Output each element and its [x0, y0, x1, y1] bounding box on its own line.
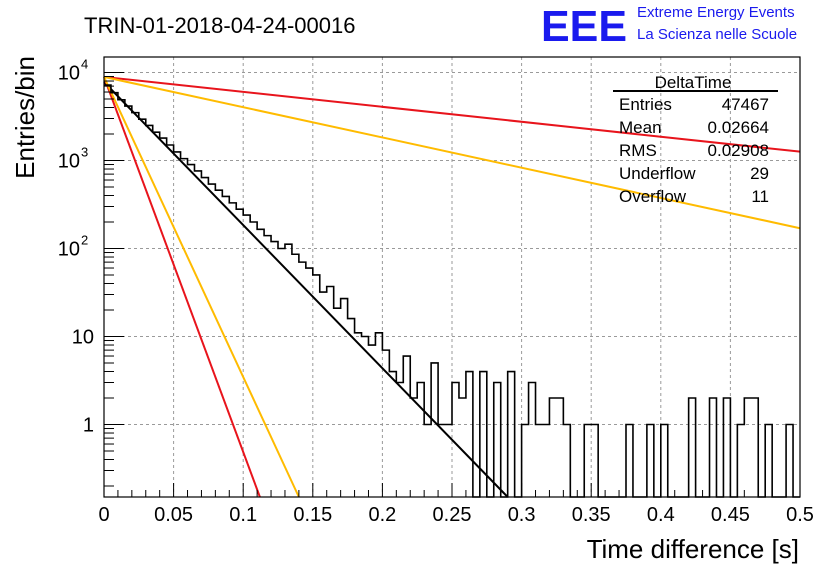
eee-logo: EEE: [541, 2, 627, 51]
y-tick-label: 1: [83, 414, 94, 436]
fit-curve: [103, 76, 261, 498]
fit-curve: [103, 75, 801, 230]
stats-box-name: DeltaTime: [655, 73, 732, 92]
stats-row-value: 47467: [722, 95, 769, 114]
fit-curve: [103, 76, 300, 498]
x-tick-label: 0.3: [508, 504, 536, 526]
stats-row-value: 11: [751, 187, 769, 206]
x-tick-label: 0.5: [786, 504, 814, 526]
stats-row-value: 0.02664: [708, 118, 769, 137]
stats-box-rows: Entries 47467 Mean 0.02664 RMS 0.02908 Underfl…: [619, 95, 769, 206]
y-tick-label: 10: [58, 62, 80, 84]
x-tick-label: 0.35: [572, 504, 611, 526]
stats-row-label: Overflow: [619, 187, 687, 206]
x-axis-label: Time difference [s]: [587, 534, 799, 564]
y-tick-label: 10: [58, 238, 80, 260]
stats-row-label: RMS: [619, 141, 657, 160]
x-tick-labels: 0 0.05 0.1 0.15 0.2 0.25 0.3 0.35 0.4 0.45 0.5: [98, 504, 813, 526]
stats-row-label: Mean: [619, 118, 662, 137]
x-tick-label: 0.05: [154, 504, 193, 526]
logo-line-2: La Scienza nelle Scuole: [637, 26, 797, 43]
axes: [103, 56, 801, 498]
x-tick-label: 0.25: [433, 504, 472, 526]
y-tick-exponent: 3: [81, 144, 88, 159]
fit-curve: [103, 75, 801, 153]
chart-title: TRIN-01-2018-04-24-00016: [84, 13, 356, 38]
logo-line-1: Extreme Energy Events: [637, 4, 795, 21]
stats-row-value: 0.02908: [708, 141, 769, 160]
stats-box: DeltaTime Entries 47467 Mean 0.02664 RMS 0.02…: [613, 73, 778, 206]
stats-row-value: 29: [750, 164, 769, 183]
x-tick-label: 0.2: [368, 504, 396, 526]
x-tick-label: 0.45: [711, 504, 750, 526]
y-tick-label: 10: [72, 326, 94, 348]
stats-row-label: Underflow: [619, 164, 696, 183]
stats-row-label: Entries: [619, 95, 672, 114]
y-tick-exponent: 4: [81, 56, 88, 71]
x-tick-label: 0: [98, 504, 109, 526]
x-tick-label: 0.15: [293, 504, 332, 526]
x-tick-label: 0.1: [229, 504, 257, 526]
y-tick-label: 10: [58, 150, 80, 172]
fit-curve: [103, 81, 509, 498]
x-tick-label: 0.4: [647, 504, 675, 526]
y-axis-label: Entries/bin: [10, 56, 40, 179]
fit-curves: [103, 75, 801, 498]
y-tick-exponent: 2: [81, 232, 88, 247]
